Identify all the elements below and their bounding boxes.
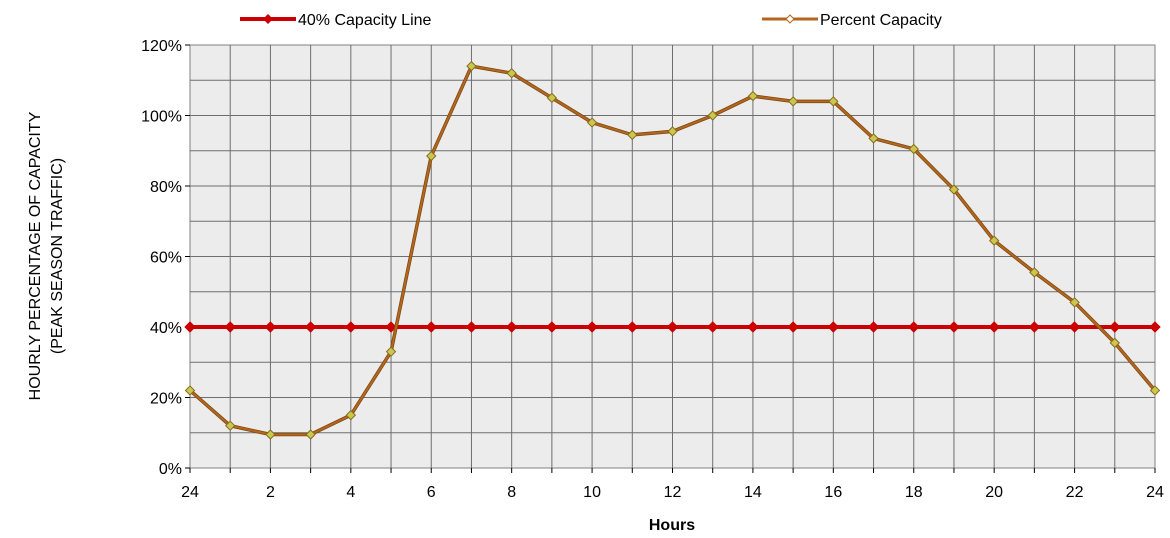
data-point [1068,321,1081,333]
data-point [1028,321,1041,333]
data-point [747,321,759,333]
legend-label-capacity-line: 40% Capacity Line [298,12,432,29]
y-tick-label: 80% [150,179,182,196]
data-point [626,321,638,333]
x-tick-label: 18 [905,484,923,501]
x-tick-label: 10 [583,484,601,501]
data-point [345,409,357,421]
data-point [827,321,840,333]
data-point [867,321,880,333]
data-point [627,129,638,141]
grid [190,45,1155,468]
y-axis-title-line: (PEAK SEASON TRAFFIC) [49,158,66,354]
y-axis: 0% 20% 40% 60% 80% 100% 120% [141,38,190,478]
x-tick-label: 14 [744,484,762,501]
y-tick-label: 60% [150,250,182,267]
legend-marker-capacity-line [263,14,273,24]
y-axis-title: HOURLY PERCENTAGE OF CAPACITY (PEAK SEASO… [27,111,66,400]
x-tick-label: 12 [664,484,682,501]
data-point [586,321,598,333]
data-point [184,321,196,333]
x-tick-label: 16 [824,484,842,501]
legend-entry-capacity-line: 40% Capacity Line [240,12,432,29]
y-tick-label: 120% [141,38,182,55]
data-point [707,110,718,121]
data-point [787,321,799,333]
x-tick-label: 8 [507,484,516,501]
x-axis: 24 2 4 6 8 10 12 14 16 18 20 22 24 [181,468,1164,501]
x-tick-label: 20 [985,484,1003,501]
data-point [265,429,276,440]
legend-entry-percent-capacity: Percent Capacity [762,12,942,29]
x-tick-label: 4 [346,484,355,501]
y-tick-label: 20% [150,391,182,408]
data-point [868,133,879,144]
series-percent-capacity [184,60,1161,440]
data-point [1109,321,1121,333]
x-tick-label: 24 [1146,484,1164,501]
data-point [224,321,236,333]
data-point [666,321,679,333]
data-point [184,385,196,396]
data-point [385,321,397,333]
data-point [787,96,799,107]
data-point [828,96,839,107]
data-point [506,67,517,79]
data-point [908,143,919,155]
y-tick-label: 40% [150,320,182,337]
data-point [304,321,317,333]
y-tick-label: 0% [159,461,182,478]
data-point [948,184,960,195]
data-point [426,150,437,162]
data-point [546,92,558,104]
legend-label-percent-capacity: Percent Capacity [820,12,942,29]
x-tick-label: 2 [266,484,275,501]
x-tick-label: 22 [1066,484,1084,501]
data-point [1069,297,1080,308]
data-point [948,321,960,333]
legend-marker-percent-capacity [785,14,795,24]
data-point [345,321,357,333]
data-point [1029,267,1040,278]
data-point [1149,385,1161,396]
x-tick-label: 24 [181,484,199,501]
x-tick-label: 6 [427,484,436,501]
x-axis-title: Hours [649,517,695,534]
data-point [707,321,719,333]
y-tick-label: 100% [141,109,182,126]
data-point [988,321,1000,333]
data-point [425,321,437,333]
series-layer [184,60,1161,440]
data-point [385,346,397,357]
data-point [546,321,558,333]
series-capacity-line [184,321,1161,333]
data-point [747,90,759,102]
data-point [1109,337,1120,349]
data-point [505,321,518,333]
data-point [264,321,277,333]
data-point [465,321,478,333]
legend: 40% Capacity Line Percent Capacity [240,12,942,29]
data-point [225,420,236,431]
data-point [1149,321,1161,333]
data-point [586,117,598,128]
data-point [667,126,678,137]
data-point [988,235,1000,246]
data-point [908,321,920,333]
data-point [466,60,477,72]
data-point [305,429,316,440]
y-axis-title-line: HOURLY PERCENTAGE OF CAPACITY [27,111,44,400]
